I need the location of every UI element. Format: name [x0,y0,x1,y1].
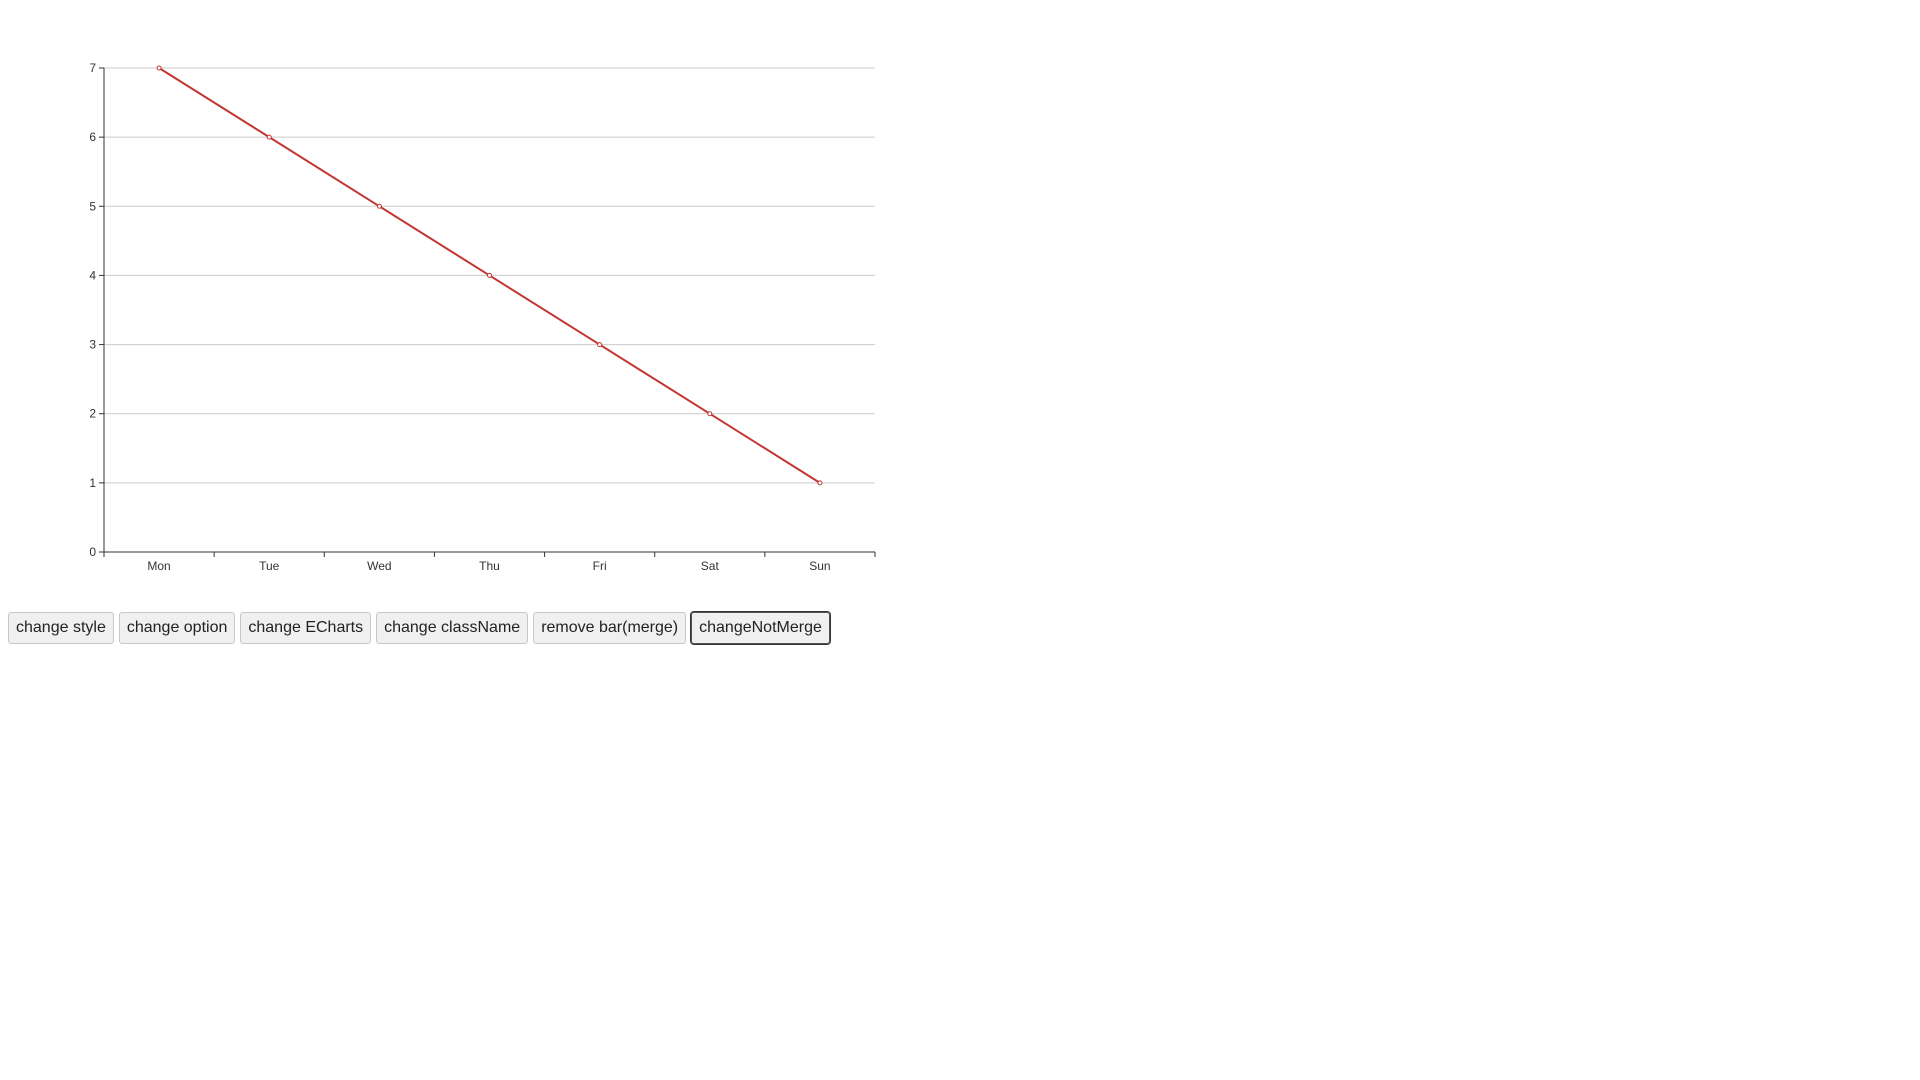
y-tick-label: 2 [89,407,96,421]
y-tick-label: 0 [89,545,96,559]
data-point[interactable] [707,411,713,417]
data-point[interactable] [266,134,272,140]
axes: 0 1 2 3 4 5 6 7 Mon Tue Wed Thu Fri Sat Sun [89,61,876,573]
series [156,65,823,486]
y-tick-label: 4 [89,268,96,282]
change-not-merge-button[interactable]: changeNotMerge [690,611,831,645]
y-tick-label: 7 [89,61,96,75]
y-tick-label: 5 [89,199,96,213]
y-tick-label: 3 [89,338,96,352]
x-tick-label: Tue [259,559,280,573]
x-tick-label: Mon [147,559,170,573]
x-tick-label: Fri [593,559,607,573]
line-chart: 0 1 2 3 4 5 6 7 Mon Tue Wed Thu Fri Sat Sun [0,0,900,600]
x-tick-label: Sat [701,559,720,573]
x-tick-label: Wed [367,559,391,573]
grid-lines [104,67,875,484]
x-tick-label: Thu [479,559,500,573]
change-classname-button[interactable]: change className [376,612,529,644]
line-chart-svg: 0 1 2 3 4 5 6 7 Mon Tue Wed Thu Fri Sat Sun [89,61,876,573]
change-option-button[interactable]: change option [118,612,236,644]
y-tick-label: 6 [89,130,96,144]
change-echarts-button[interactable]: change ECharts [240,612,372,644]
y-tick-label: 1 [89,476,96,490]
data-point[interactable] [156,65,162,71]
data-point[interactable] [817,480,823,486]
data-point[interactable] [487,272,492,278]
data-point[interactable] [376,203,382,209]
change-style-button[interactable]: change style [8,612,114,644]
x-tick-label: Sun [809,559,830,573]
data-point[interactable] [597,342,603,348]
control-button-bar: change style change option change EChart… [8,611,831,645]
remove-bar-merge-button[interactable]: remove bar(merge) [533,612,687,644]
